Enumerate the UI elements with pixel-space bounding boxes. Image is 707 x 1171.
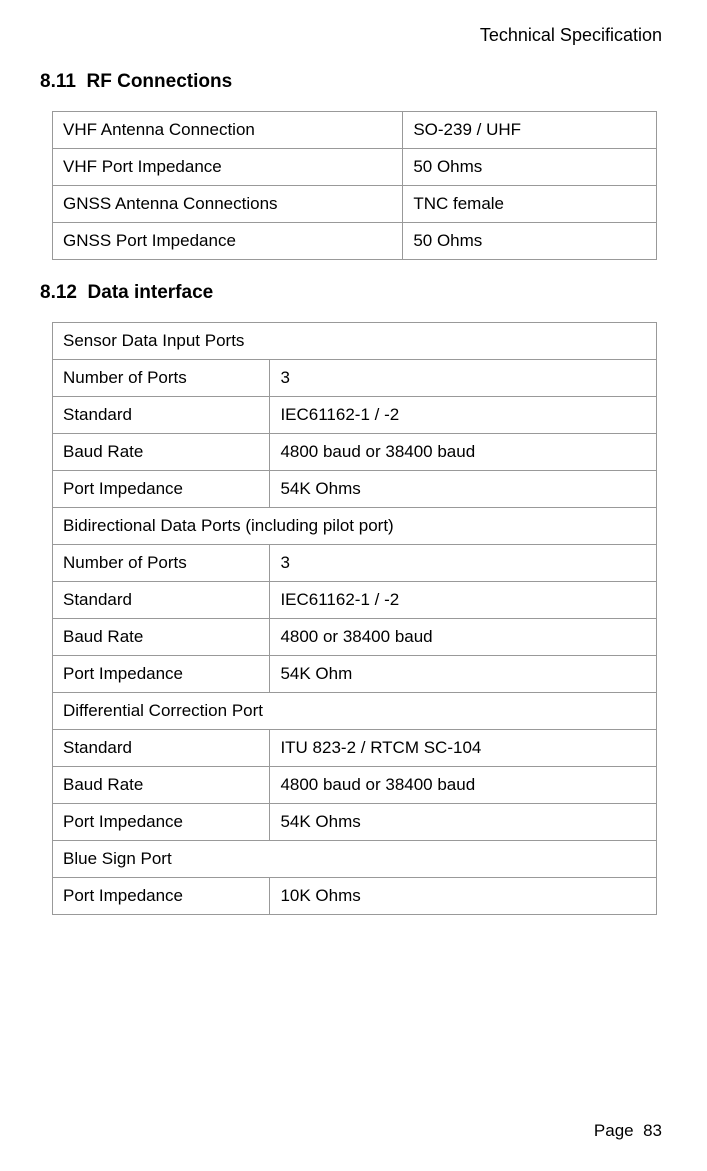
- table-row: Differential Correction Port: [53, 693, 657, 730]
- group-header: Differential Correction Port: [53, 693, 657, 730]
- page-footer: Page 83: [594, 1121, 662, 1141]
- table-row: Standard ITU 823-2 / RTCM SC-104: [53, 730, 657, 767]
- cell-label: Baud Rate: [53, 434, 270, 471]
- cell-value: 50 Ohms: [403, 149, 657, 186]
- table-row: Port Impedance 10K Ohms: [53, 878, 657, 915]
- cell-label: Port Impedance: [53, 878, 270, 915]
- table-row: Standard IEC61162-1 / -2: [53, 397, 657, 434]
- section-heading-data: 8.12 Data interface: [40, 282, 662, 304]
- section-number-rf: 8.11: [40, 71, 76, 92]
- table-row: Blue Sign Port: [53, 841, 657, 878]
- cell-value: 54K Ohms: [270, 804, 657, 841]
- cell-value: 3: [270, 360, 657, 397]
- table-row: Baud Rate 4800 or 38400 baud: [53, 619, 657, 656]
- table-row: GNSS Antenna Connections TNC female: [53, 186, 657, 223]
- cell-value: 4800 or 38400 baud: [270, 619, 657, 656]
- data-interface-table: Sensor Data Input Ports Number of Ports …: [52, 322, 657, 915]
- cell-value: 4800 baud or 38400 baud: [270, 434, 657, 471]
- cell-label: Port Impedance: [53, 471, 270, 508]
- section-title-rf: RF Connections: [87, 71, 233, 92]
- table-row: VHF Antenna Connection SO-239 / UHF: [53, 112, 657, 149]
- cell-value: ITU 823-2 / RTCM SC-104: [270, 730, 657, 767]
- cell-label: VHF Antenna Connection: [53, 112, 403, 149]
- group-header: Bidirectional Data Ports (including pilo…: [53, 508, 657, 545]
- cell-label: VHF Port Impedance: [53, 149, 403, 186]
- cell-label: GNSS Port Impedance: [53, 223, 403, 260]
- cell-value: 3: [270, 545, 657, 582]
- cell-value: IEC61162-1 / -2: [270, 397, 657, 434]
- rf-connections-table: VHF Antenna Connection SO-239 / UHF VHF …: [52, 111, 657, 260]
- table-row: Port Impedance 54K Ohms: [53, 804, 657, 841]
- cell-value: 4800 baud or 38400 baud: [270, 767, 657, 804]
- cell-value: 54K Ohms: [270, 471, 657, 508]
- page-number: 83: [643, 1121, 662, 1140]
- section-number-data: 8.12: [40, 282, 77, 303]
- cell-label: Standard: [53, 730, 270, 767]
- cell-value: 50 Ohms: [403, 223, 657, 260]
- table-row: Sensor Data Input Ports: [53, 323, 657, 360]
- cell-label: Number of Ports: [53, 545, 270, 582]
- table-row: Baud Rate 4800 baud or 38400 baud: [53, 767, 657, 804]
- cell-label: Standard: [53, 397, 270, 434]
- cell-value: 10K Ohms: [270, 878, 657, 915]
- table-row: Bidirectional Data Ports (including pilo…: [53, 508, 657, 545]
- table-row: Standard IEC61162-1 / -2: [53, 582, 657, 619]
- cell-value: IEC61162-1 / -2: [270, 582, 657, 619]
- cell-value: 54K Ohm: [270, 656, 657, 693]
- table-row: Number of Ports 3: [53, 545, 657, 582]
- table-row: Port Impedance 54K Ohms: [53, 471, 657, 508]
- page-label: Page: [594, 1121, 634, 1140]
- group-header: Sensor Data Input Ports: [53, 323, 657, 360]
- cell-label: Standard: [53, 582, 270, 619]
- table-row: Port Impedance 54K Ohm: [53, 656, 657, 693]
- cell-label: Number of Ports: [53, 360, 270, 397]
- section-heading-rf: 8.11 RF Connections: [40, 71, 662, 93]
- group-header: Blue Sign Port: [53, 841, 657, 878]
- cell-label: Baud Rate: [53, 767, 270, 804]
- table-row: GNSS Port Impedance 50 Ohms: [53, 223, 657, 260]
- table-row: Baud Rate 4800 baud or 38400 baud: [53, 434, 657, 471]
- document-header-title: Technical Specification: [40, 25, 662, 46]
- cell-label: Port Impedance: [53, 804, 270, 841]
- cell-value: SO-239 / UHF: [403, 112, 657, 149]
- cell-value: TNC female: [403, 186, 657, 223]
- cell-label: Baud Rate: [53, 619, 270, 656]
- cell-label: GNSS Antenna Connections: [53, 186, 403, 223]
- table-row: VHF Port Impedance 50 Ohms: [53, 149, 657, 186]
- section-title-data: Data interface: [88, 282, 214, 303]
- table-row: Number of Ports 3: [53, 360, 657, 397]
- cell-label: Port Impedance: [53, 656, 270, 693]
